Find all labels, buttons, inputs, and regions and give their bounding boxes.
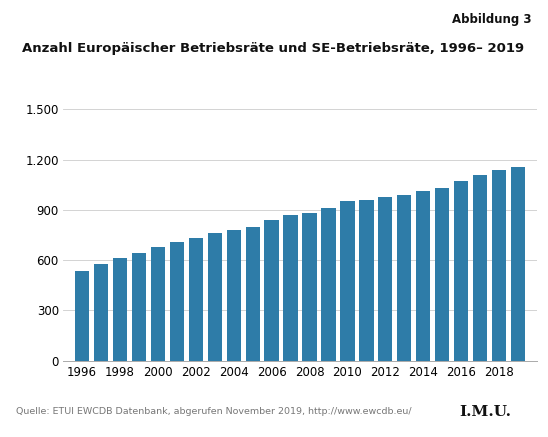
Bar — [473, 174, 487, 361]
Bar — [340, 201, 355, 361]
Bar — [170, 242, 184, 361]
Bar — [94, 264, 108, 361]
Bar — [132, 253, 146, 361]
Bar — [378, 197, 392, 361]
Bar — [265, 220, 279, 361]
Text: Abbildung 3: Abbildung 3 — [452, 13, 532, 26]
Bar — [397, 195, 412, 361]
Bar — [359, 200, 374, 361]
Bar — [321, 208, 335, 361]
Bar — [189, 238, 203, 361]
Bar — [113, 258, 127, 361]
Bar — [302, 213, 317, 361]
Bar — [226, 230, 241, 361]
Bar — [75, 271, 89, 361]
Text: I.M.U.: I.M.U. — [459, 405, 511, 419]
Bar — [492, 170, 506, 361]
Bar — [511, 167, 525, 361]
Text: Anzahl Europäischer Betriebsräte und SE-Betriebsräte, 1996– 2019: Anzahl Europäischer Betriebsräte und SE-… — [22, 42, 524, 55]
Bar — [151, 246, 165, 361]
Bar — [435, 188, 449, 361]
Bar — [208, 233, 222, 361]
Bar — [283, 215, 298, 361]
Bar — [416, 191, 430, 361]
Text: Quelle: ETUI EWCDB Datenbank, abgerufen November 2019, http://www.ewcdb.eu/: Quelle: ETUI EWCDB Datenbank, abgerufen … — [16, 407, 412, 416]
Bar — [454, 181, 469, 361]
Bar — [246, 226, 260, 361]
